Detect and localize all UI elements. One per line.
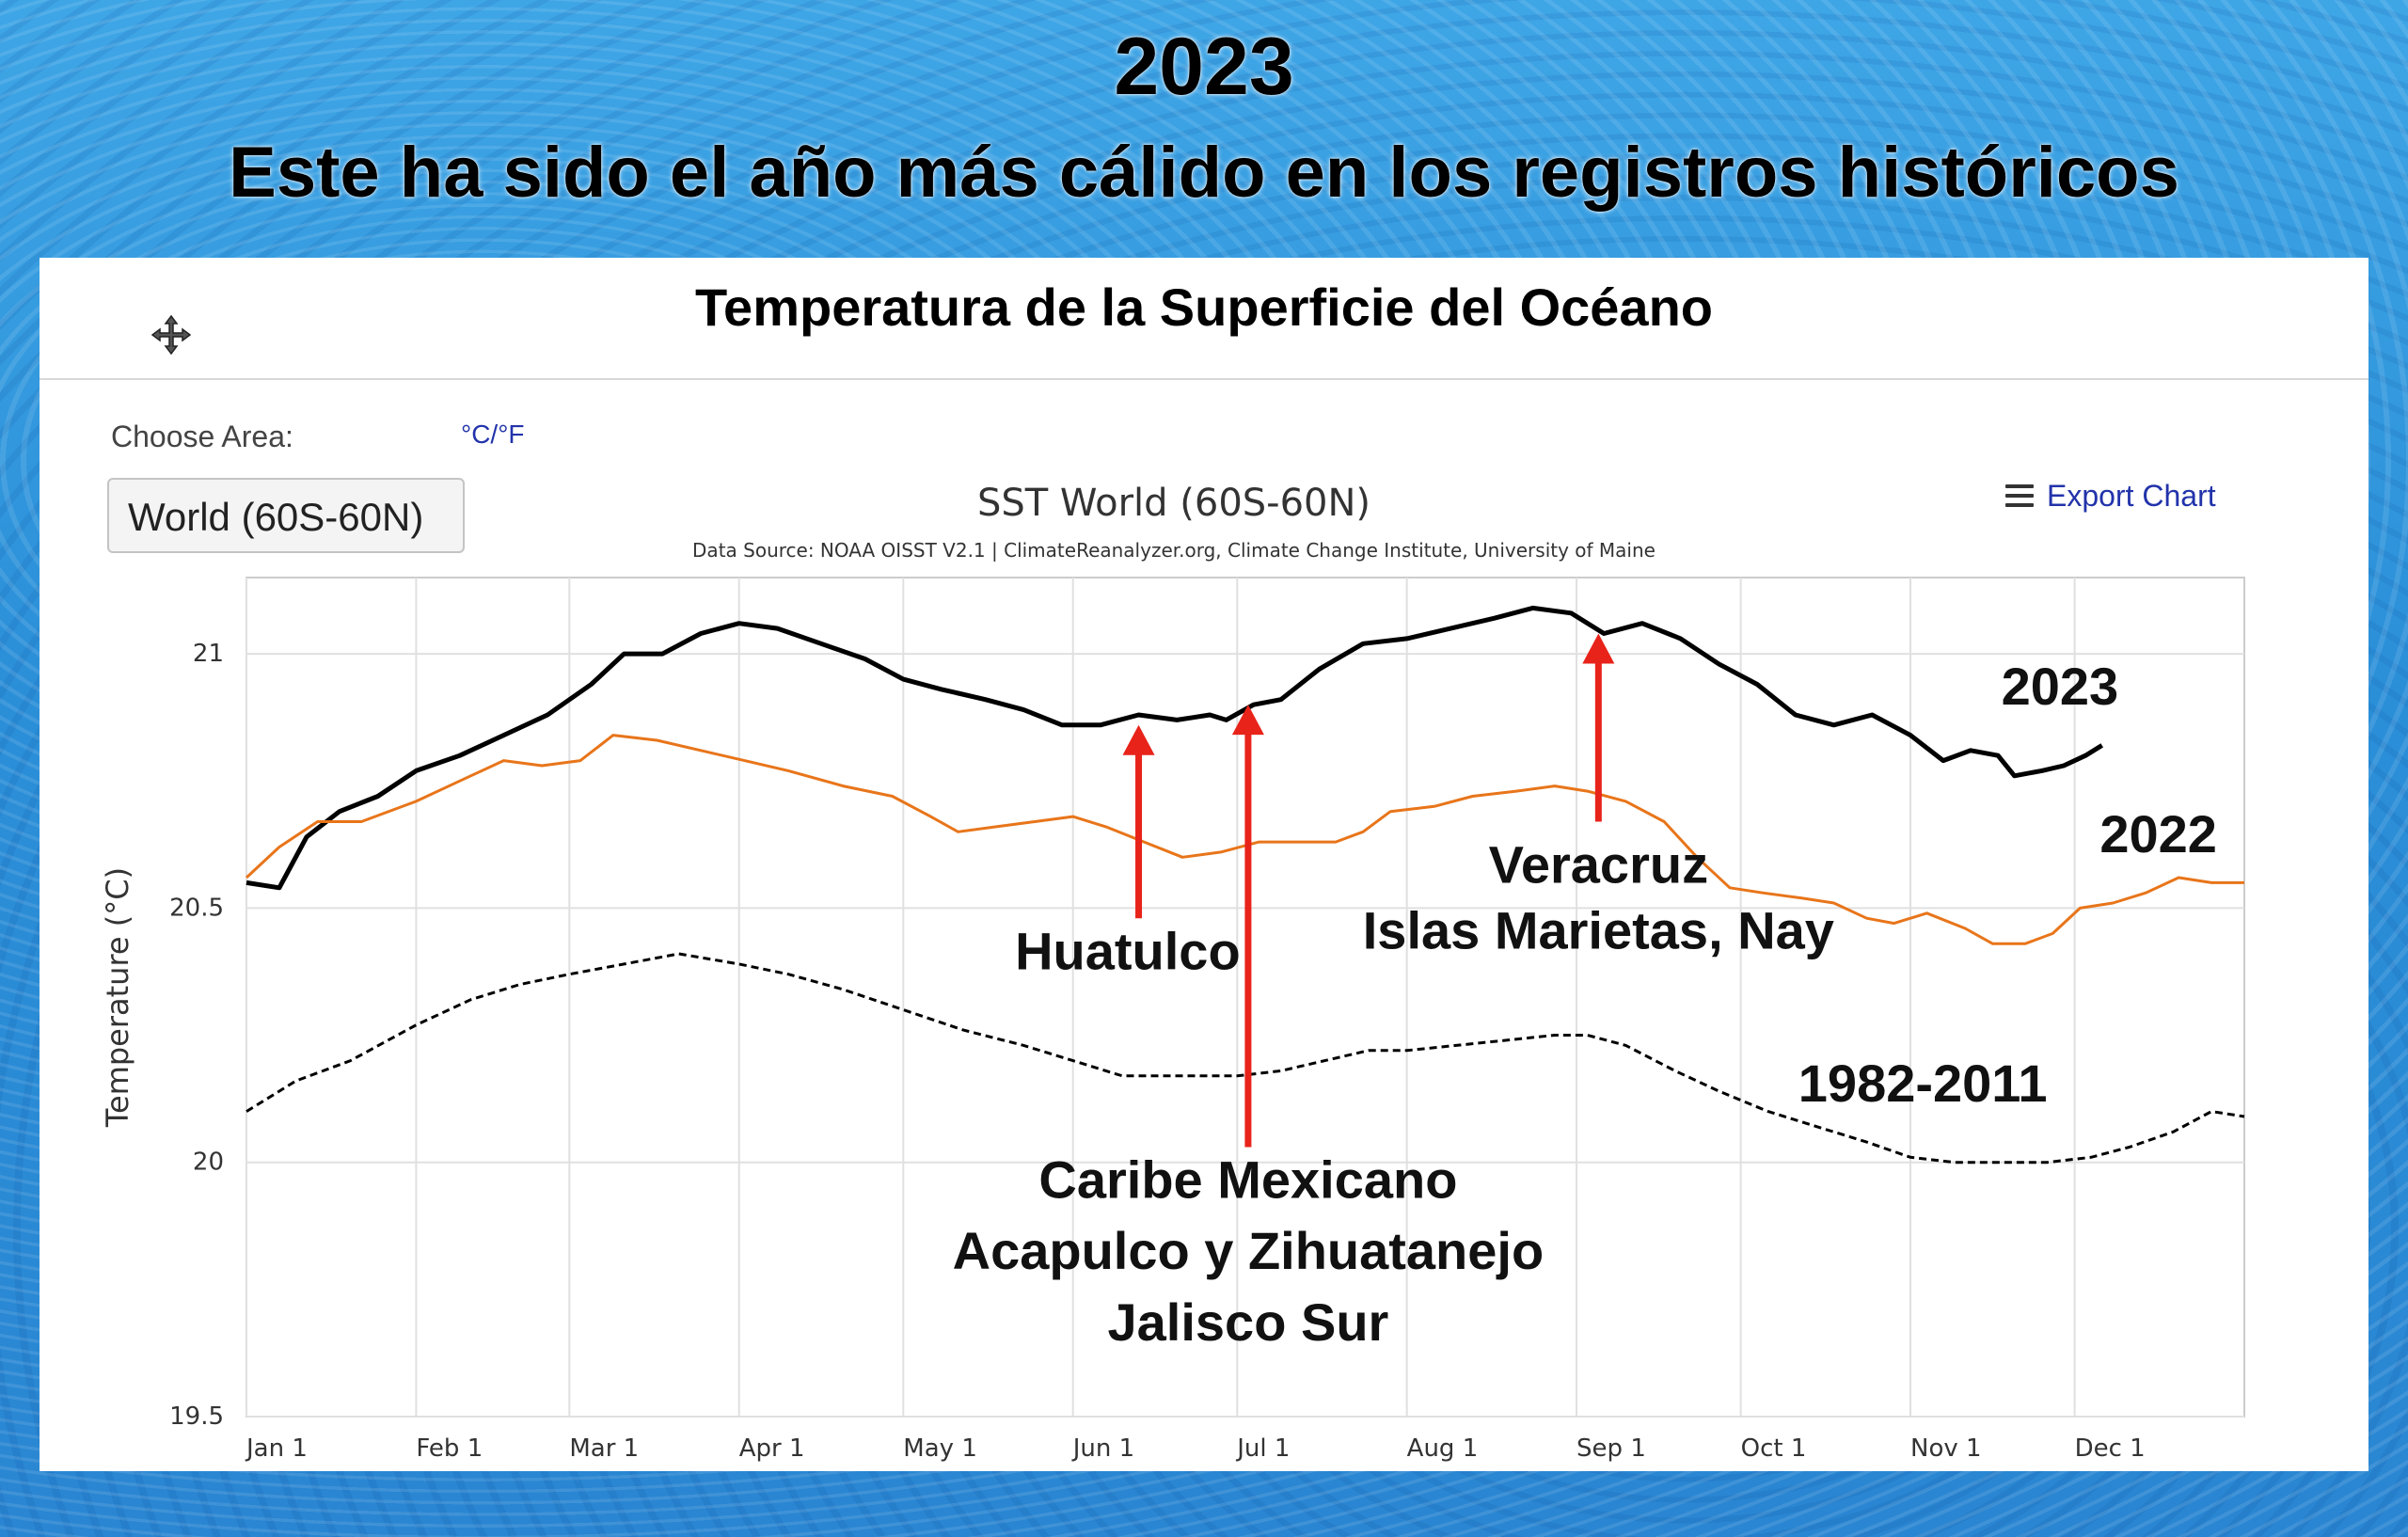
annotation-label: Caribe Mexicano: [1038, 1150, 1457, 1210]
chart-panel: Temperatura de la Superficie del Océano …: [40, 258, 2368, 1471]
choose-area-label: Choose Area:: [111, 420, 293, 453]
x-tick-label: Aug 1: [1407, 1434, 1479, 1463]
x-tick-label: May 1: [903, 1434, 977, 1463]
sst-chart: SST World (60S-60N) Data Source: NOAA OI…: [100, 482, 2245, 1463]
unit-toggle-link[interactable]: °C/°F: [461, 420, 525, 449]
series-line-2023: [246, 605, 2104, 891]
export-chart-label: Export Chart: [2047, 478, 2216, 513]
red-arrow-head: [1582, 633, 1615, 664]
x-tick-label: Apr 1: [739, 1434, 805, 1463]
x-tick-label: Dec 1: [2075, 1434, 2146, 1463]
move-cursor-icon: [150, 314, 192, 356]
red-arrow-head: [1122, 724, 1155, 755]
chart-title: SST World (60S-60N): [977, 482, 1370, 525]
annotation-label: 2023: [2002, 657, 2119, 716]
area-select[interactable]: World (60S-60N): [107, 478, 465, 553]
x-tick-label: Mar 1: [569, 1434, 639, 1463]
headline-subtitle: Este ha sido el año más cálido en los re…: [229, 133, 2179, 213]
annotation-label: Acapulco y Zihuatanejo: [953, 1221, 1545, 1280]
x-tick-label: Nov 1: [1910, 1434, 1982, 1463]
red-arrow-head: [1231, 705, 1264, 736]
chart-subtitle: Data Source: NOAA OISST V2.1 | ClimateRe…: [692, 539, 1656, 562]
y-tick-label: 20.5: [169, 894, 224, 922]
series-line-1982-2011: [246, 952, 2245, 1165]
y-tick-label: 21: [193, 640, 224, 668]
annotation-label: Huatulco: [1015, 921, 1241, 980]
annotation-label: Veracruz: [1489, 834, 1709, 894]
x-tick-label: Jan 1: [245, 1434, 308, 1463]
x-tick-label: Jul 1: [1235, 1434, 1290, 1463]
annotation-label: Jalisco Sur: [1108, 1292, 1389, 1352]
x-tick-label: Sep 1: [1576, 1434, 1646, 1463]
annotation-label: Islas Marietas, Nay: [1363, 901, 1834, 960]
x-tick-label: Oct 1: [1741, 1434, 1807, 1463]
panel-divider: [40, 378, 2368, 380]
annotation-label: 2022: [2099, 804, 2217, 864]
export-chart-button[interactable]: Export Chart: [2005, 472, 2216, 519]
y-tick-label: 20: [193, 1149, 224, 1177]
year-title: 2023: [1114, 22, 1294, 112]
annotation-label: 1982-2011: [1798, 1054, 2048, 1113]
y-tick-label: 19.5: [169, 1402, 224, 1431]
panel-title: Temperatura de la Superficie del Océano: [695, 277, 1713, 337]
y-axis-label: Temperature (°C): [100, 867, 135, 1128]
series-line-2022: [245, 734, 2244, 945]
x-tick-label: Jun 1: [1071, 1434, 1134, 1463]
x-tick-label: Feb 1: [416, 1434, 483, 1463]
hamburger-menu-icon: [2005, 484, 2034, 507]
